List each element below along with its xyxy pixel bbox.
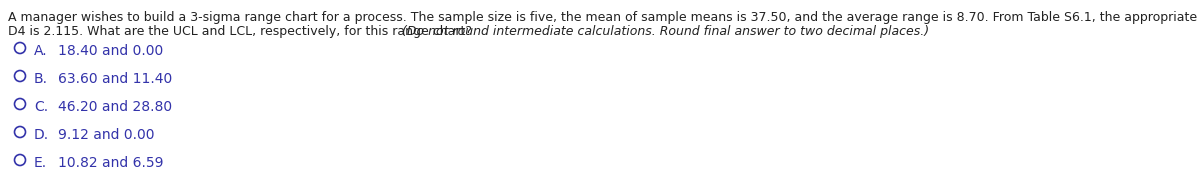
Text: (Do not round intermediate calculations. Round final answer to two decimal place: (Do not round intermediate calculations.… [402,25,929,38]
Text: 10.82 and 6.59: 10.82 and 6.59 [58,156,163,170]
Text: A manager wishes to build a 3-sigma range chart for a process. The sample size i: A manager wishes to build a 3-sigma rang… [8,11,1200,24]
Text: B.: B. [34,72,48,86]
Text: 18.40 and 0.00: 18.40 and 0.00 [58,44,163,58]
Text: D4 is 2.115. What are the UCL and LCL, respectively, for this range chart?: D4 is 2.115. What are the UCL and LCL, r… [8,25,476,38]
Text: D.: D. [34,128,49,142]
Text: A.: A. [34,44,48,58]
Text: 63.60 and 11.40: 63.60 and 11.40 [58,72,173,86]
Text: 9.12 and 0.00: 9.12 and 0.00 [58,128,155,142]
Text: C.: C. [34,100,48,114]
Text: E.: E. [34,156,47,170]
Text: 46.20 and 28.80: 46.20 and 28.80 [58,100,172,114]
